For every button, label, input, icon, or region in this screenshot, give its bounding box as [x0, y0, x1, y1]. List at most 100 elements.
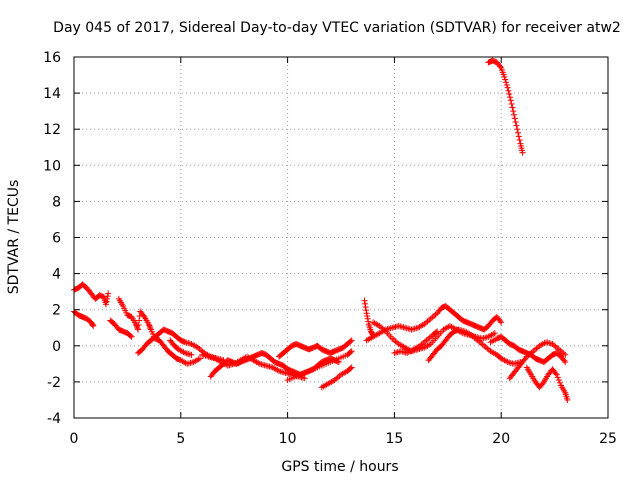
- y-axis-label: SDTVAR / TECUs: [6, 180, 22, 295]
- data-point-plus: [553, 371, 560, 378]
- x-tick-label: 20: [492, 431, 510, 447]
- data-point-plus: [509, 104, 516, 111]
- data-point-plus: [539, 380, 546, 387]
- data-point-plus: [497, 317, 504, 324]
- data-point-plus: [503, 79, 510, 86]
- data-point-plus: [147, 325, 154, 332]
- x-axis-label: GPS time / hours: [281, 459, 398, 475]
- x-tick-label: 0: [70, 431, 79, 447]
- data-point-plus: [365, 318, 372, 325]
- data-point-plus: [134, 325, 141, 332]
- data-point-plus: [516, 137, 523, 144]
- data-point-plus: [555, 377, 562, 384]
- gridlines: [74, 57, 608, 418]
- data-point-plus: [140, 312, 147, 319]
- data-point-plus: [511, 111, 518, 118]
- data-point-plus: [103, 301, 110, 308]
- data-point-plus: [104, 293, 111, 300]
- y-tick-label: 4: [52, 267, 61, 283]
- y-tick-label: 16: [43, 50, 61, 66]
- data-points: [71, 57, 571, 403]
- data-point-plus: [507, 94, 514, 101]
- data-point-plus: [514, 126, 521, 133]
- data-point-plus: [105, 290, 112, 297]
- data-point-plus: [135, 326, 142, 333]
- data-point-plus: [522, 354, 529, 361]
- data-point-plus: [103, 298, 110, 305]
- data-point-plus: [104, 295, 111, 302]
- data-point-plus: [510, 108, 517, 115]
- x-tick-label: 5: [176, 431, 185, 447]
- data-point-plus: [434, 328, 441, 335]
- data-point-plus: [127, 332, 134, 339]
- data-point-plus: [561, 357, 568, 364]
- data-point-plus: [364, 313, 371, 320]
- data-point-plus: [347, 365, 354, 372]
- y-tick-label: 8: [52, 194, 61, 210]
- plot-frame: [73, 56, 609, 419]
- data-point-plus: [556, 379, 563, 386]
- x-tick-label: 15: [385, 431, 403, 447]
- data-point-plus: [348, 337, 355, 344]
- data-point-plus: [554, 374, 561, 381]
- data-point-plus: [504, 84, 511, 91]
- data-point-plus: [89, 322, 96, 329]
- data-point-plus: [512, 118, 519, 125]
- data-point-plus: [508, 100, 515, 107]
- data-point-plus: [362, 300, 369, 307]
- y-tick-label: 0: [52, 339, 61, 355]
- data-point-plus: [552, 370, 559, 377]
- data-point-plus: [363, 307, 370, 314]
- data-point-plus: [515, 129, 522, 136]
- data-point-plus: [132, 321, 139, 328]
- data-point-plus: [361, 297, 368, 304]
- data-point-plus: [146, 323, 153, 330]
- axis-ticks: 0 5 10 15 20 25 -4 -2 0 2 4 6 8 10 12 14 16: [43, 50, 617, 447]
- data-point-plus: [507, 97, 514, 104]
- data-point-plus: [562, 359, 569, 366]
- data-point-plus: [513, 122, 520, 129]
- data-point-plus: [136, 317, 143, 324]
- data-point-plus: [503, 81, 510, 88]
- y-tick-label: 14: [43, 86, 61, 102]
- data-point-plus: [511, 115, 518, 122]
- data-point-plus: [506, 91, 513, 98]
- y-tick-label: 6: [52, 231, 61, 247]
- data-point-plus: [90, 322, 97, 329]
- data-point-plus: [501, 73, 508, 80]
- data-point-plus: [301, 375, 308, 382]
- data-point-plus: [515, 133, 522, 140]
- data-point-plus: [362, 303, 369, 310]
- chart-title: Day 045 of 2017, Sidereal Day-to-day VTE…: [53, 20, 621, 36]
- data-point-plus: [433, 329, 440, 336]
- data-point-plus: [145, 321, 152, 328]
- data-point-plus: [498, 319, 505, 326]
- data-point-plus: [146, 322, 153, 329]
- data-point-plus: [491, 330, 498, 337]
- data-point-plus: [347, 349, 354, 356]
- data-point-plus: [348, 364, 355, 371]
- data-point-plus: [347, 338, 354, 345]
- data-point-plus: [562, 351, 569, 358]
- y-tick-label: 2: [52, 303, 61, 319]
- data-point-plus: [564, 396, 571, 403]
- y-tick-label: 12: [43, 122, 61, 138]
- data-point-plus: [348, 348, 355, 355]
- data-point-plus: [197, 355, 204, 362]
- data-point-plus: [135, 322, 142, 329]
- x-tick-label: 25: [599, 431, 617, 447]
- y-tick-label: -4: [47, 411, 61, 427]
- x-tick-label: 10: [279, 431, 297, 447]
- data-point-plus: [502, 76, 509, 83]
- data-point-plus: [497, 63, 504, 70]
- data-point-plus: [364, 315, 371, 322]
- y-tick-label: 10: [43, 158, 61, 174]
- y-tick-label: -2: [47, 375, 61, 391]
- data-point-plus: [188, 351, 195, 358]
- data-point-plus: [519, 149, 526, 156]
- data-point-plus: [128, 333, 135, 340]
- data-point-plus: [505, 87, 512, 94]
- data-point-plus: [363, 310, 370, 317]
